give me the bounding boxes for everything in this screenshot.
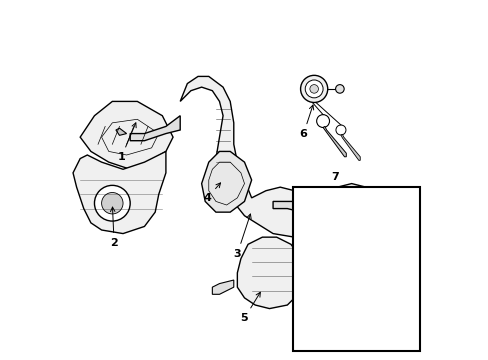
Text: 5: 5 <box>240 292 260 323</box>
Polygon shape <box>180 76 315 237</box>
Circle shape <box>309 85 318 93</box>
Text: 1: 1 <box>117 123 136 162</box>
Polygon shape <box>237 237 305 309</box>
Polygon shape <box>116 128 126 135</box>
Polygon shape <box>272 202 326 216</box>
Polygon shape <box>323 126 346 157</box>
Polygon shape <box>340 134 360 160</box>
Polygon shape <box>80 102 173 169</box>
Text: 9: 9 <box>386 319 406 328</box>
Polygon shape <box>201 152 251 212</box>
Polygon shape <box>73 152 165 234</box>
Text: 4: 4 <box>203 183 220 203</box>
Circle shape <box>398 209 411 222</box>
Polygon shape <box>408 324 413 329</box>
Text: 7: 7 <box>331 172 345 219</box>
Polygon shape <box>326 205 337 216</box>
Polygon shape <box>323 184 380 248</box>
Text: 2: 2 <box>110 207 118 248</box>
Polygon shape <box>212 280 233 294</box>
Polygon shape <box>130 116 180 141</box>
Circle shape <box>335 85 344 93</box>
Text: 3: 3 <box>233 214 251 259</box>
Bar <box>292 187 419 351</box>
Text: 6: 6 <box>299 105 313 139</box>
Circle shape <box>94 185 130 221</box>
Text: 8: 8 <box>363 245 377 256</box>
Circle shape <box>102 193 123 214</box>
Circle shape <box>300 75 327 103</box>
Circle shape <box>305 80 323 98</box>
